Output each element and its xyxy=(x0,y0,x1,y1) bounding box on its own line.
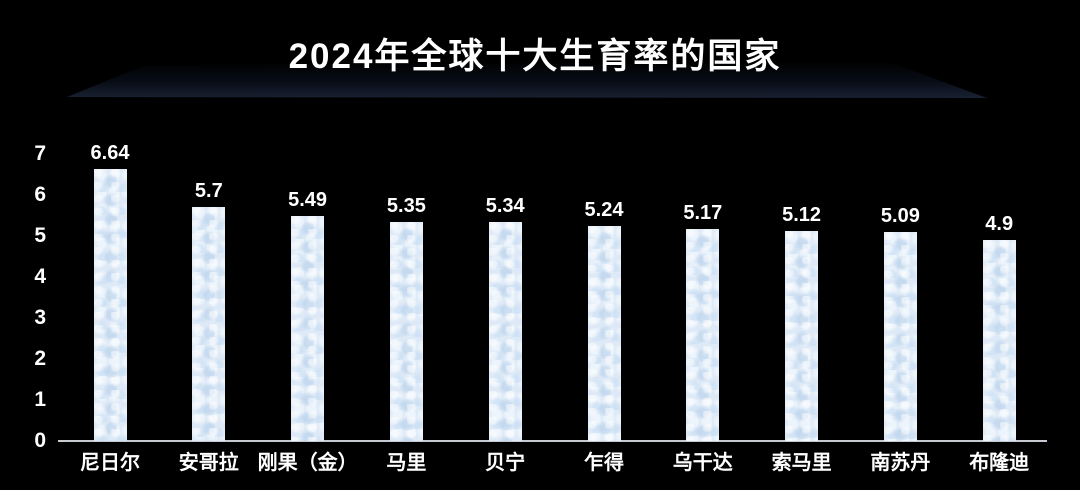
bar-value-label: 5.7 xyxy=(194,180,223,203)
y-tick-label: 2 xyxy=(34,347,46,370)
bar-value-label: 5.49 xyxy=(288,188,328,211)
bar-category-label: 刚果（金） xyxy=(257,452,358,474)
bar-value-label: 4.9 xyxy=(985,213,1014,236)
bar-category-label: 乍得 xyxy=(584,452,624,474)
bar xyxy=(93,168,127,441)
bar-category-label: 贝宁 xyxy=(485,452,526,474)
y-tick-label: 5 xyxy=(34,224,46,247)
bar-value-label: 6.64 xyxy=(90,141,130,164)
title-stage-shadow xyxy=(67,61,987,98)
bar xyxy=(982,240,1016,441)
bar xyxy=(785,231,819,441)
bar-category-label: 安哥拉 xyxy=(178,452,239,474)
y-tick-label: 6 xyxy=(34,183,46,206)
bar-category-label: 乌干达 xyxy=(672,452,733,474)
y-tick-label: 1 xyxy=(34,388,46,411)
bar-category-label: 索马里 xyxy=(771,452,832,474)
y-tick-label: 7 xyxy=(34,142,46,165)
bar-category-label: 布隆迪 xyxy=(969,452,1030,474)
bar xyxy=(291,215,325,441)
bar xyxy=(883,232,917,441)
y-tick-label: 4 xyxy=(34,265,46,288)
bar-value-label: 5.09 xyxy=(880,205,920,228)
bar-value-label: 5.17 xyxy=(683,202,723,225)
bar-category-label: 马里 xyxy=(386,452,427,474)
chart-title: 2024年全球十大生育率的国家 xyxy=(288,37,782,76)
bar-category-label: 尼日尔 xyxy=(80,452,140,474)
y-tick-label: 0 xyxy=(34,429,46,452)
bar-value-label: 5.12 xyxy=(782,204,822,227)
y-tick-label: 3 xyxy=(34,306,46,329)
bar-value-label: 5.34 xyxy=(485,195,525,218)
bar-value-label: 5.35 xyxy=(386,194,426,217)
bar xyxy=(587,226,621,441)
bar xyxy=(686,229,720,441)
x-axis-line xyxy=(58,440,1047,442)
bar xyxy=(192,207,226,441)
bar xyxy=(389,221,423,441)
bar-value-label: 5.24 xyxy=(584,199,624,222)
bar xyxy=(488,222,522,441)
bar-category-label: 南苏丹 xyxy=(870,452,931,474)
